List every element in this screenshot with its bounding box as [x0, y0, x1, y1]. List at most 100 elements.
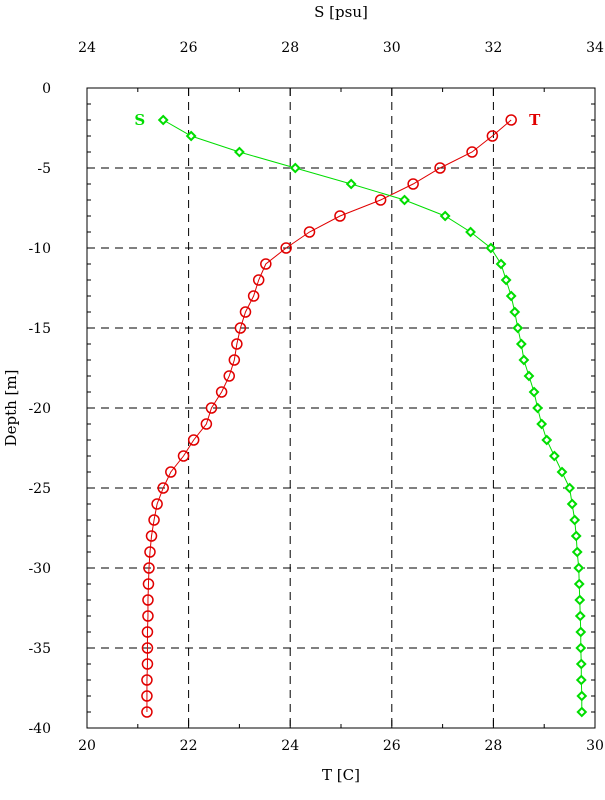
- data-point-s: [495, 258, 507, 270]
- data-point-t: [239, 306, 252, 318]
- data-point-s: [157, 114, 169, 126]
- bottom-tick-label: 24: [281, 738, 299, 754]
- data-point-s: [536, 418, 548, 430]
- y-tick-label: -35: [28, 641, 51, 657]
- data-point-t: [142, 594, 154, 606]
- y-tick-label: -40: [28, 721, 51, 737]
- data-point-s: [289, 162, 301, 174]
- data-point-s: [541, 434, 553, 446]
- data-point-s: [548, 450, 560, 462]
- series-label-s: S: [134, 111, 145, 129]
- top-tick-label: 26: [180, 40, 198, 56]
- data-point-t: [143, 562, 155, 574]
- data-point-t: [252, 274, 265, 286]
- y-tick-label: -5: [37, 161, 51, 177]
- data-point-t: [177, 450, 190, 462]
- data-point-s: [570, 530, 582, 542]
- data-point-t: [247, 290, 260, 302]
- data-point-t: [141, 626, 154, 638]
- data-point-s: [485, 242, 497, 254]
- series-line-t: [146, 119, 512, 712]
- data-point-s: [575, 674, 587, 686]
- y-tick-label: -30: [28, 561, 51, 577]
- data-point-s: [566, 498, 578, 510]
- top-tick-label: 32: [484, 40, 502, 56]
- data-point-t: [205, 402, 218, 414]
- data-point-t: [141, 674, 153, 686]
- data-point-t: [260, 258, 272, 270]
- data-point-t: [165, 466, 177, 478]
- data-point-t: [142, 578, 155, 590]
- data-point-t: [148, 514, 160, 526]
- data-point-t: [466, 146, 478, 158]
- data-point-t: [434, 162, 446, 174]
- data-point-s: [523, 370, 535, 382]
- bottom-tick-label: 20: [78, 738, 96, 754]
- y-tick-label: 0: [42, 81, 51, 97]
- y-tick-label: -25: [28, 481, 51, 497]
- data-point-t: [215, 386, 228, 398]
- x-axis-title-top: S [psu]: [314, 3, 368, 21]
- top-tick-label: 30: [383, 40, 401, 56]
- data-point-s: [571, 546, 583, 558]
- data-point-s: [573, 562, 585, 574]
- data-point-t: [142, 610, 154, 622]
- data-point-s: [439, 210, 451, 222]
- data-point-t: [145, 530, 158, 542]
- top-tick-label: 28: [281, 40, 299, 56]
- data-point-s: [575, 658, 587, 670]
- data-point-t: [486, 130, 499, 142]
- data-point-s: [512, 322, 524, 334]
- data-point-s: [569, 514, 581, 526]
- y-tick-label: -20: [28, 401, 51, 417]
- data-point-t: [200, 418, 213, 430]
- data-point-t: [334, 210, 346, 222]
- data-point-t: [505, 114, 517, 126]
- data-point-t: [280, 242, 292, 254]
- data-point-s: [575, 626, 587, 638]
- data-point-s: [573, 578, 585, 590]
- data-point-t: [187, 434, 200, 446]
- data-point-t: [141, 642, 154, 654]
- series-line-s: [162, 119, 583, 712]
- data-point-t: [157, 482, 169, 494]
- data-point-t: [374, 194, 387, 206]
- data-point-s: [518, 354, 530, 366]
- series-label-t: T: [529, 111, 541, 129]
- data-point-s: [576, 706, 588, 718]
- data-point-t: [223, 370, 235, 382]
- data-point-s: [574, 594, 586, 606]
- data-point-s: [233, 146, 245, 158]
- data-point-s: [185, 130, 197, 142]
- bottom-tick-label: 22: [180, 738, 198, 754]
- bottom-tick-label: 30: [586, 738, 604, 754]
- data-point-s: [574, 610, 586, 622]
- data-point-t: [407, 178, 419, 190]
- x-axis-title-bottom: T [C]: [322, 766, 360, 784]
- data-point-t: [234, 322, 247, 334]
- data-point-s: [528, 386, 540, 398]
- data-point-t: [231, 338, 243, 350]
- data-point-t: [141, 690, 153, 702]
- bottom-tick-label: 28: [484, 738, 502, 754]
- data-point-t: [144, 546, 156, 558]
- data-point-t: [303, 226, 316, 238]
- data-point-t: [228, 354, 241, 366]
- data-point-s: [505, 290, 517, 302]
- data-point-s: [575, 642, 587, 654]
- data-point-s: [399, 194, 410, 206]
- y-tick-label: -10: [28, 241, 51, 257]
- data-point-s: [515, 338, 527, 350]
- data-point-t: [141, 658, 154, 670]
- data-point-s: [509, 306, 521, 318]
- data-point-t: [151, 498, 163, 510]
- y-tick-label: -15: [28, 321, 51, 337]
- top-tick-label: 34: [586, 40, 604, 56]
- data-point-s: [556, 466, 568, 478]
- data-point-s: [576, 690, 588, 702]
- bottom-tick-label: 26: [383, 738, 401, 754]
- top-tick-label: 24: [78, 40, 96, 56]
- data-point-s: [345, 178, 357, 190]
- y-axis-title: Depth [m]: [2, 370, 20, 447]
